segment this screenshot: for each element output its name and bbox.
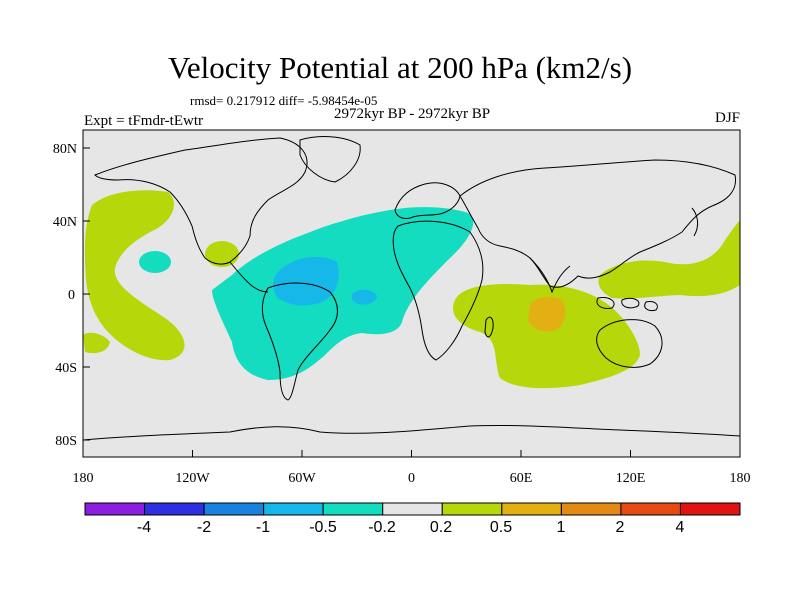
y-tick-label: 80S	[55, 434, 77, 449]
x-tick-label: 60W	[288, 471, 316, 486]
stats-label: rmsd= 0.217912 diff= -5.98454e-05	[190, 93, 378, 108]
period-subtitle: 2972kyr BP - 2972kyr BP	[333, 106, 491, 122]
colorbar-box	[441, 502, 503, 516]
colorbar-label: 0.2	[430, 519, 452, 536]
x-tick-label: 180	[730, 471, 751, 486]
colorbar-label: -2	[197, 519, 211, 536]
map-title: Velocity Potential at 200 hPa (km2/s)	[167, 50, 633, 85]
x-tick-label: 120W	[175, 471, 210, 486]
colorbar	[84, 502, 741, 516]
x-tick-label: 120E	[616, 471, 646, 486]
colorbar-label: 4	[676, 519, 685, 536]
colorbar-box	[560, 502, 622, 516]
colorbar-label: -0.5	[309, 519, 337, 536]
y-tick-label: 80N	[53, 142, 77, 157]
colorbar-box	[501, 502, 562, 516]
region-positive-indian	[452, 283, 640, 389]
region-negative-pacific	[139, 251, 171, 273]
colorbar-label: -0.2	[368, 519, 396, 536]
x-tick-label: 60E	[510, 471, 533, 486]
colorbar-label: 1	[557, 519, 566, 536]
colorbar-box	[620, 502, 681, 516]
x-tick-label: 180	[73, 471, 94, 486]
y-tick-label: 40N	[53, 215, 77, 230]
colorbar-labels: -4 -2 -1 -0.5 -0.2 0.2 0.5 1 2 4	[137, 519, 685, 536]
colorbar-box	[203, 502, 265, 516]
y-tick-label: 40S	[55, 361, 77, 376]
region-positive-pacific-north	[84, 190, 185, 361]
colorbar-label: 0.5	[490, 519, 512, 536]
coastlines	[82, 136, 741, 441]
region-positive-pacific-small	[83, 332, 110, 354]
y-tick-label: 0	[68, 288, 75, 303]
y-axis-labels: 80N 40N 0 40S 80S	[53, 142, 77, 449]
colorbar-box	[322, 502, 384, 516]
region-negative-atlantic	[212, 207, 474, 380]
colorbar-box	[84, 502, 146, 516]
x-axis-labels: 180 120W 60W 0 60E 120E 180	[73, 471, 751, 486]
colorbar-box	[382, 502, 443, 516]
colorbar-label: -4	[137, 519, 151, 536]
region-positive-core	[528, 296, 566, 332]
colorbar-box	[679, 502, 741, 516]
region-positive-westpacific	[598, 220, 740, 299]
x-tick-label: 0	[408, 471, 415, 486]
region-negative-core-east	[351, 289, 377, 305]
colorbar-box	[144, 502, 205, 516]
colorbar-label: 2	[616, 519, 625, 536]
region-positive-mexico	[205, 241, 239, 267]
colorbar-box	[263, 502, 324, 516]
experiment-label: Expt = tFmdr-tEwtr	[84, 113, 203, 129]
axis-ticks	[82, 147, 741, 457]
season-label: DJF	[714, 110, 740, 126]
region-negative-core-west	[273, 256, 339, 306]
contour-shading	[83, 190, 740, 389]
colorbar-label: -1	[256, 519, 270, 536]
